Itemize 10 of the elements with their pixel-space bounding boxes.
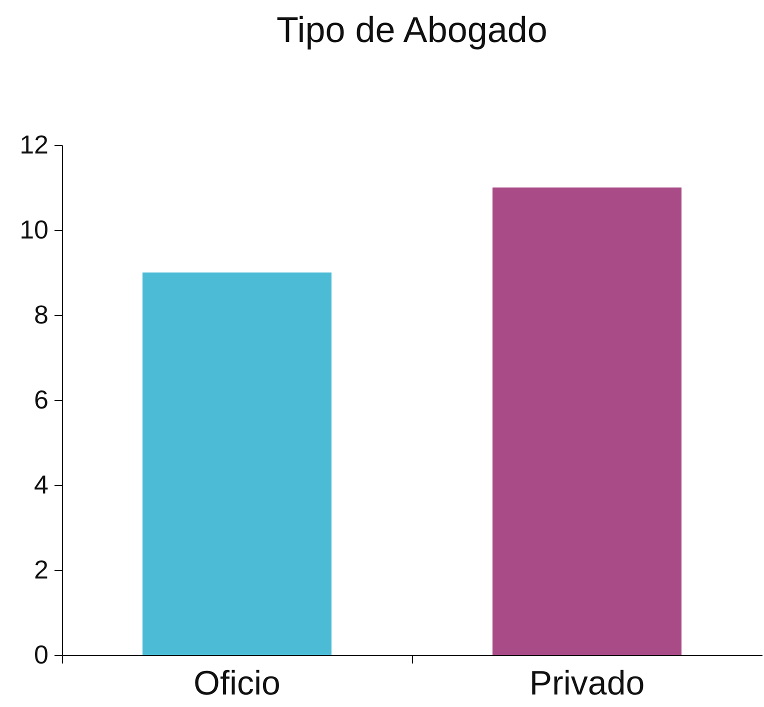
y-tick-label: 8 [34, 300, 48, 330]
y-tick-label: 0 [34, 640, 48, 670]
y-tick-label: 12 [20, 130, 48, 160]
y-tick-label: 2 [34, 554, 48, 584]
x-tick-label: Oficio [194, 664, 280, 702]
x-tick-label: Privado [529, 664, 645, 702]
y-tick-label: 6 [34, 384, 48, 414]
chart-title: Tipo de Abogado [276, 9, 548, 50]
y-tick-label: 4 [34, 470, 48, 500]
y-tick-label: 10 [20, 214, 48, 244]
